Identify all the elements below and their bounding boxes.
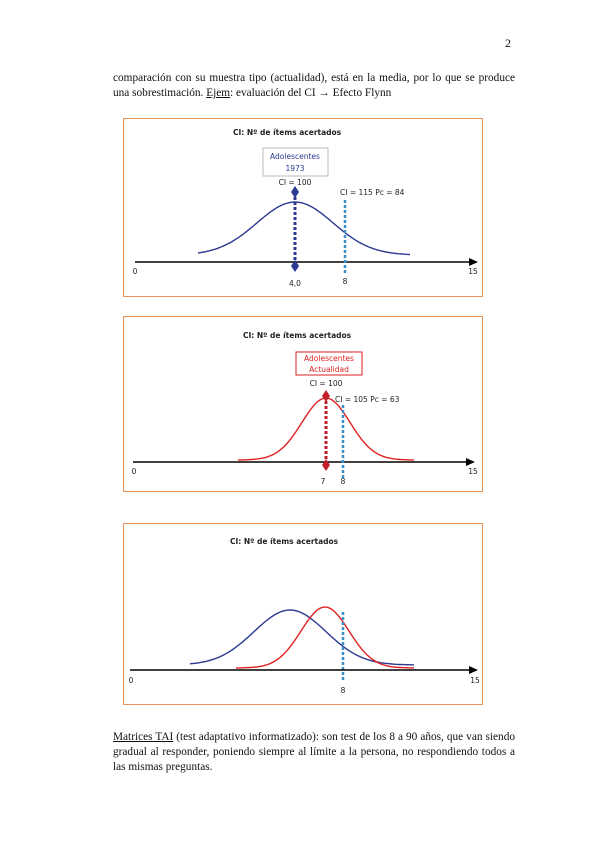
- score-label: CI = 115 Pc = 84: [340, 188, 405, 197]
- axis-label: 8: [343, 277, 348, 286]
- group-label: Actualidad: [309, 365, 349, 374]
- axis-label: 8: [341, 686, 346, 695]
- axis-arrow: [466, 458, 475, 466]
- axis-label: 15: [468, 267, 478, 276]
- frame: [123, 523, 483, 705]
- axis-label: 15: [470, 676, 480, 685]
- score-label: CI = 105 Pc = 63: [335, 395, 400, 404]
- group-label: Adolescentes: [270, 152, 320, 161]
- axis-label: 7: [321, 477, 326, 486]
- text: : evaluación del CI → Efecto Flynn: [230, 87, 392, 99]
- group-box: [295, 351, 363, 376]
- text: comparación con su muestra tipo (actuali…: [113, 72, 515, 99]
- axis-label: 4,0: [289, 279, 301, 288]
- distribution-curve: [189, 609, 415, 666]
- underlined-text: Matrices TAI: [113, 731, 174, 743]
- text: (test adaptativo informatizado): son tes…: [113, 731, 515, 773]
- axis-arrow: [469, 258, 478, 266]
- figure: CI: Nº de ítems acertados Adolescentes 1…: [123, 118, 483, 297]
- axis-label: 15: [468, 467, 478, 476]
- marker: [322, 459, 330, 471]
- frame: [123, 118, 483, 297]
- distribution-curve: [197, 201, 411, 256]
- group-box: [262, 147, 329, 177]
- mean-label: CI = 100: [279, 178, 312, 187]
- marker: [291, 260, 299, 272]
- figure-title: CI: Nº de ítems acertados: [233, 128, 342, 137]
- paragraph: comparación con su muestra tipo (actuali…: [113, 71, 515, 101]
- group-label: 1973: [285, 164, 304, 173]
- frame: [123, 316, 483, 492]
- marker: [322, 390, 330, 402]
- distribution-curve: [236, 606, 414, 669]
- group-label: Adolescentes: [304, 354, 354, 363]
- axis-arrow: [469, 666, 478, 674]
- figure-title: CI: Nº de ítems acertados: [230, 537, 339, 546]
- axis-label: 0: [133, 267, 138, 276]
- figure: CI: Nº de ítems acertados 0 15 8: [123, 523, 483, 705]
- underlined-text: Ejem: [206, 87, 231, 99]
- marker: [291, 186, 299, 198]
- figure-title: CI: Nº de ítems acertados: [243, 331, 352, 340]
- figure: CI: Nº de ítems acertados Adolescentes A…: [123, 316, 483, 492]
- mean-label: CI = 100: [310, 379, 343, 388]
- axis-label: 0: [132, 467, 137, 476]
- paragraph: Matrices TAI (test adaptativo informatiz…: [113, 730, 515, 775]
- axis-label: 0: [129, 676, 134, 685]
- page-number: 2: [505, 36, 511, 50]
- axis-label: 8: [341, 477, 346, 486]
